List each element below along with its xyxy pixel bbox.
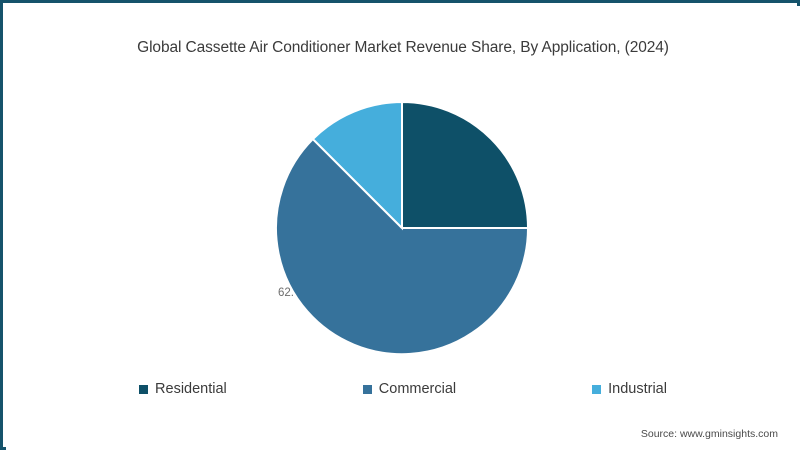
pie-label-commercial: 62. [278, 287, 294, 299]
pie-slice-residential[interactable] [401, 100, 530, 229]
legend-swatch-icon [362, 384, 372, 394]
legend-item-commercial[interactable]: Commercial [362, 381, 457, 397]
page-title: Global Cassette Air Conditioner Market R… [137, 39, 669, 56]
legend-item-label: Residential [155, 381, 227, 397]
pie-slices [275, 100, 530, 356]
legend-item-label: Commercial [378, 381, 457, 397]
legend-swatch-icon [592, 384, 602, 394]
chart-canvas: Global Cassette Air Conditioner Market R… [6, 6, 800, 450]
legend-swatch-icon [139, 384, 149, 394]
legend: Residential Commercial Industrial [6, 381, 800, 397]
pie-svg [275, 100, 530, 356]
legend-item-residential[interactable]: Residential [139, 381, 227, 397]
pie-chart: 62. [6, 6, 800, 450]
legend-item-label: Industrial [608, 381, 667, 397]
pie-slice-commercial[interactable] [275, 137, 530, 356]
source-attribution: Source: www.gminsights.com [640, 428, 778, 440]
pie-slice-industrial[interactable] [311, 100, 403, 231]
legend-item-industrial[interactable]: Industrial [592, 381, 667, 397]
